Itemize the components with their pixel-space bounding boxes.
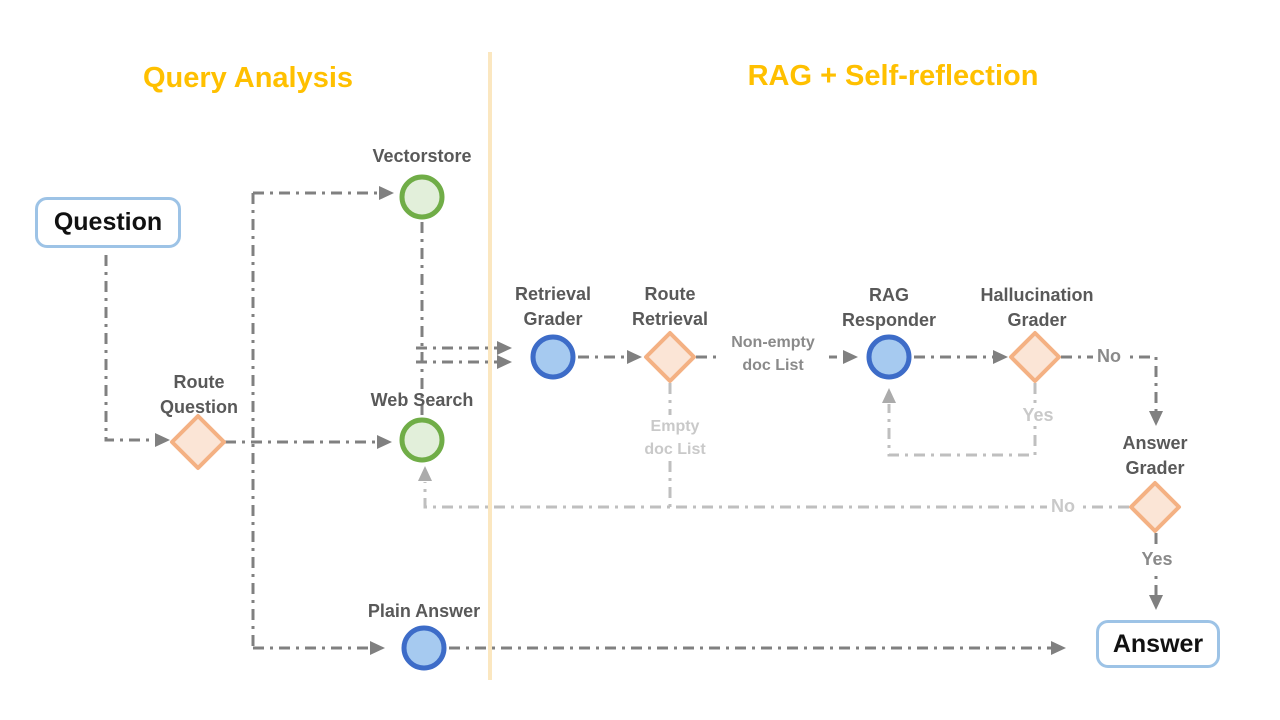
arrowhead: [993, 350, 1008, 364]
vectorstore-label: Vectorstore: [372, 146, 472, 166]
query-analysis-title: Query Analysis: [142, 62, 354, 94]
arrowhead: [377, 435, 392, 449]
plain-answer-node: [401, 625, 447, 671]
hallucination-yes-label: Yes: [1018, 404, 1058, 426]
route-retrieval-label: Route Retrieval: [631, 284, 709, 329]
answer-label: Answer: [1112, 629, 1204, 658]
web-search-node: [399, 417, 445, 463]
web-search-label: Web Search: [370, 390, 474, 410]
hallucination-grader-label: Hallucination Grader: [980, 285, 1094, 330]
edge-hallucination-no-to-answer-grader: [1061, 355, 1158, 412]
question-label: Question: [53, 208, 163, 236]
route-question-node: [170, 414, 226, 470]
route-question-label: Route Question: [159, 372, 238, 417]
rag-responder-label: RAG Responder: [841, 285, 937, 330]
arrowhead: [882, 388, 896, 403]
arrowhead: [379, 186, 394, 200]
edge-question-to-route-question: [104, 255, 156, 442]
arrowhead: [155, 433, 170, 447]
edge-hallucination-yes-to-rag-responder: [887, 383, 1037, 457]
hallucination-grader-node: [1009, 331, 1061, 383]
arrowhead: [843, 350, 858, 364]
question-box: Question: [35, 197, 181, 248]
retrieval-grader-node: [530, 334, 576, 380]
arrowhead: [370, 641, 385, 655]
answer-grader-label: Answer Grader: [1122, 433, 1188, 478]
rag-responder-node: [866, 334, 912, 380]
route-retrieval-node: [644, 331, 696, 383]
answer-box: Answer: [1096, 620, 1220, 668]
arrowhead: [497, 355, 512, 369]
section-separator-line: [488, 52, 492, 680]
rag-self-reflection-title: RAG + Self-reflection: [747, 60, 1039, 92]
retrieval-grader-label: Retrieval Grader: [514, 284, 592, 329]
vectorstore-node: [399, 174, 445, 220]
hallucination-no-label: No: [1093, 345, 1125, 367]
answer-grader-no-label: No: [1047, 495, 1079, 517]
arrowhead: [418, 466, 432, 481]
arrowhead: [1149, 411, 1163, 426]
non-empty-doc-list-label: Non-empty doc List: [717, 331, 829, 377]
edge-answer-grader-no-to-web-search: [423, 482, 1129, 509]
answer-grader-node: [1129, 481, 1181, 533]
empty-doc-list-label: Empty doc List: [637, 415, 713, 461]
arrowhead: [1149, 595, 1163, 610]
arrowhead: [627, 350, 642, 364]
answer-grader-yes-label: Yes: [1137, 548, 1177, 570]
arrowhead: [497, 341, 512, 355]
arrowhead: [1051, 641, 1066, 655]
plain-answer-label: Plain Answer: [367, 601, 481, 621]
